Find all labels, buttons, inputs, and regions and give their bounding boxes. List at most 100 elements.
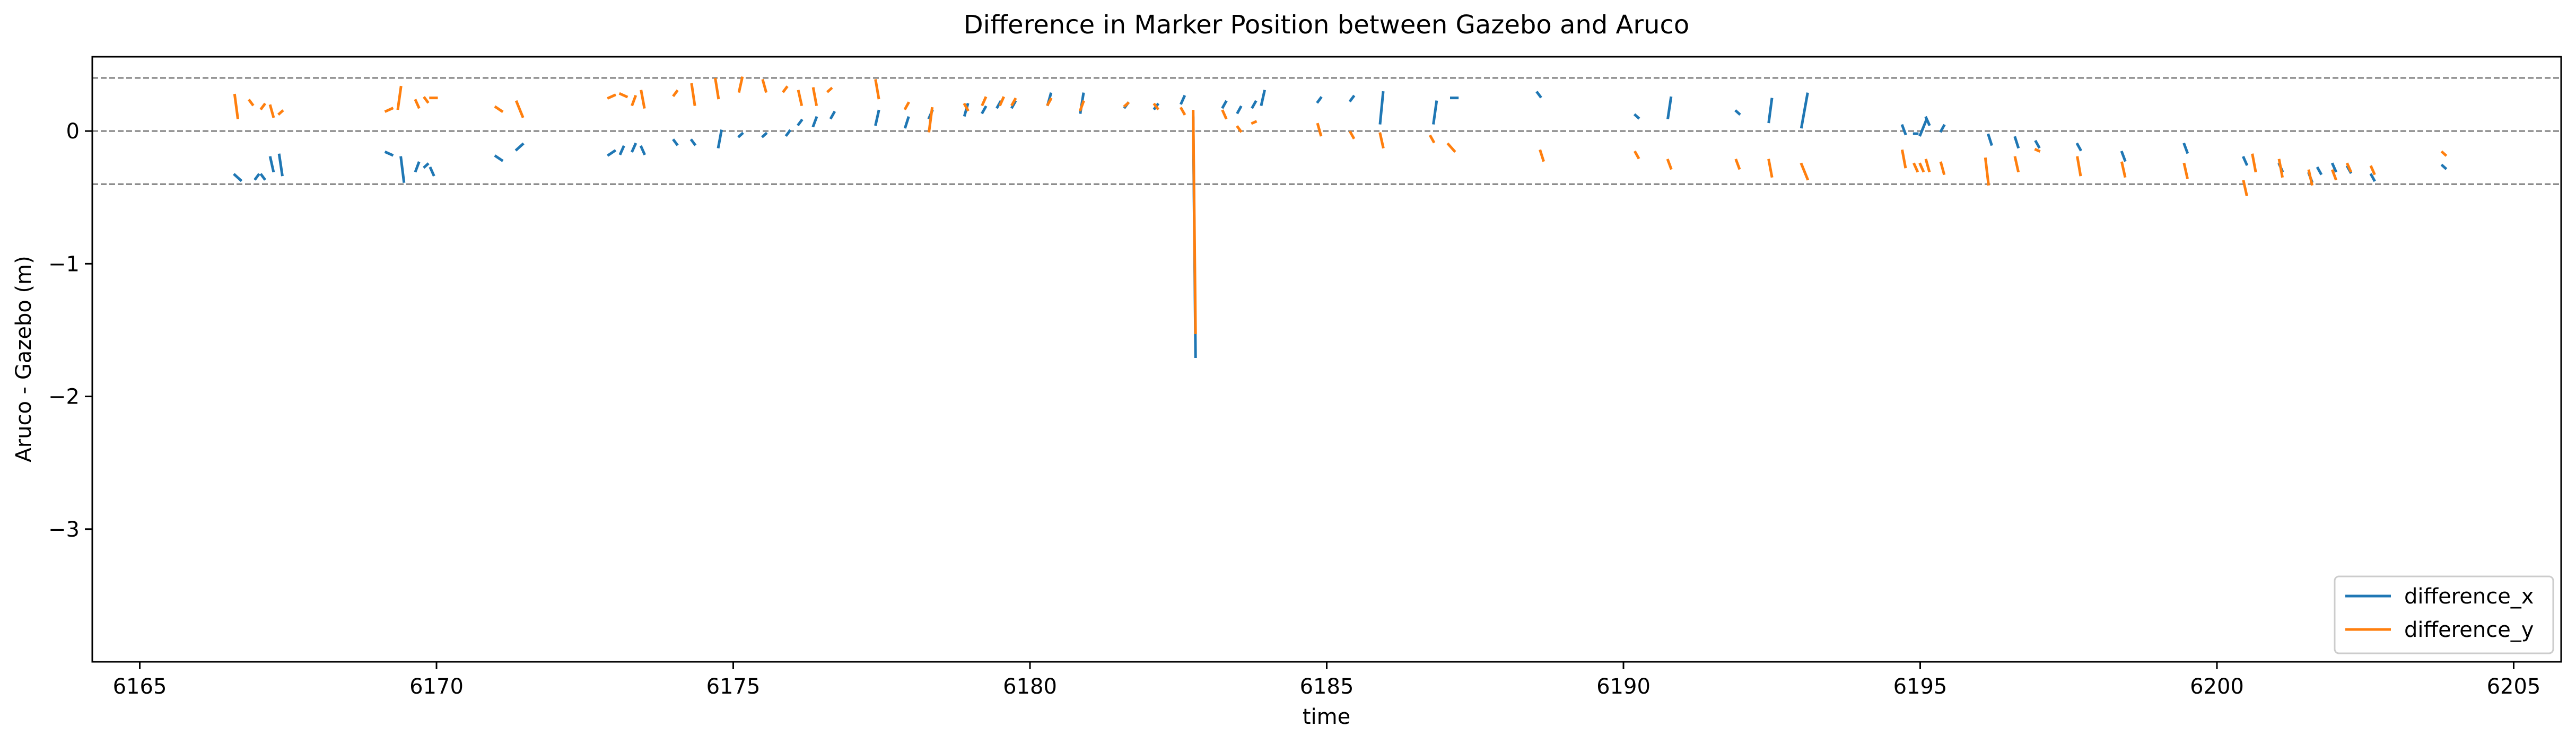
difference-x-segment-23 — [811, 116, 818, 128]
difference-x-segment-67 — [2316, 166, 2323, 176]
x-tick-label-6185: 6185 — [1300, 675, 1354, 699]
difference-x-segment-71 — [2440, 163, 2448, 170]
difference-y-segment-69 — [2369, 165, 2376, 176]
difference-y-segment-30 — [998, 96, 1006, 107]
difference-y-segment-52 — [1900, 149, 1907, 169]
reference-lines — [92, 77, 2561, 185]
difference-y-segment-7 — [414, 99, 421, 109]
difference-x-segment-52 — [1800, 92, 1809, 129]
x-tick-label-6195: 6195 — [1893, 675, 1948, 699]
difference-x-segment-10 — [494, 154, 504, 162]
difference-y-segment-41 — [1316, 122, 1323, 137]
difference-x-segment-14 — [631, 142, 638, 153]
difference-y-segment-31 — [1010, 97, 1017, 107]
difference-x-segment-38 — [1221, 100, 1228, 109]
series-layer — [233, 76, 2448, 358]
difference-y-segment-27 — [927, 107, 934, 133]
difference-x-segment-22 — [797, 118, 804, 127]
difference-y-segment-39 — [1236, 125, 1243, 133]
difference-x-segment-50 — [1734, 109, 1741, 116]
difference-x-segment-25 — [874, 109, 880, 126]
difference-x-segment-53 — [1900, 124, 1907, 136]
y-tick-label-3: −3 — [48, 518, 80, 542]
difference-y-segment-12 — [607, 93, 617, 100]
difference-x-segment-70 — [2369, 173, 2376, 182]
difference-y-segment-29 — [981, 96, 988, 107]
x-tick-label-6170: 6170 — [409, 675, 464, 699]
difference-y-segment-22 — [797, 90, 804, 107]
difference-x-segment-64 — [2241, 155, 2249, 167]
difference-x-segment-61 — [2075, 142, 2082, 152]
difference-y-segment-40 — [1251, 120, 1258, 125]
difference-y-segment-42 — [1348, 130, 1356, 140]
y-axis-label: Aruco - Gazebo (m) — [12, 256, 36, 462]
difference-y-segment-54 — [1918, 162, 1925, 173]
difference-y-segment-44 — [1428, 134, 1436, 144]
y-axis-ticks: 0 −1 −2 −3 — [48, 119, 92, 542]
difference-y-segment-34 — [1123, 101, 1130, 108]
difference-y-segment-61 — [2120, 161, 2127, 178]
difference-y-segment-51 — [1800, 162, 1810, 181]
difference-y-segment-25 — [874, 79, 880, 100]
difference-y-segment-38 — [1221, 109, 1228, 120]
difference-x-segment-9 — [429, 166, 435, 177]
difference-x-segment-26 — [903, 116, 910, 129]
difference-y-segment-65 — [2277, 159, 2284, 178]
difference-x-segment-8 — [423, 162, 430, 169]
y-tick-label-0: 0 — [66, 119, 80, 144]
difference-y-segment-2 — [259, 102, 266, 111]
difference-x-segment-58 — [1987, 133, 1993, 146]
difference-x-segment-57 — [1939, 124, 1946, 133]
difference-x-segment-55 — [1918, 118, 1928, 137]
x-tick-label-6165: 6165 — [113, 675, 167, 699]
difference-x-segment-62 — [2120, 150, 2127, 162]
difference-y-segment-19 — [737, 76, 744, 93]
difference-y-segment-49 — [1734, 158, 1741, 170]
difference-y-segment-32 — [1046, 97, 1053, 107]
difference-x-segment-1 — [254, 173, 260, 181]
difference-x-segment-63 — [2182, 142, 2189, 154]
x-axis-label: time — [1303, 705, 1350, 729]
difference-y-segment-64 — [2251, 153, 2257, 173]
legend-label-difference-x: difference_x — [2404, 584, 2534, 609]
difference-y-segment-56 — [1939, 161, 1946, 176]
difference-x-segment-29 — [981, 105, 988, 115]
difference-y-segment-57 — [1984, 157, 1990, 186]
difference-x-segment-12 — [607, 149, 617, 157]
x-tick-label-6180: 6180 — [1003, 675, 1057, 699]
difference-y-segment-55 — [1924, 159, 1931, 173]
difference-x-segment-41 — [1260, 90, 1266, 107]
difference-y-segment-6 — [396, 85, 403, 110]
difference-x-segment-48 — [1633, 113, 1640, 120]
difference-x-segment-4 — [277, 153, 284, 177]
difference-y-segment-17 — [690, 83, 696, 106]
legend: difference_x difference_y — [2334, 575, 2554, 654]
difference-y-segment-35 — [1152, 102, 1160, 111]
difference-y-segment-53 — [1912, 162, 1919, 173]
difference-y-segment-67 — [2330, 169, 2338, 181]
difference-x-segment-18 — [717, 129, 723, 149]
difference-x-segment-20 — [761, 132, 768, 138]
difference-y-segment-13 — [618, 92, 628, 99]
difference-x-segment-5 — [384, 150, 394, 157]
difference-y-segment-23 — [811, 87, 818, 107]
x-tick-label-6200: 6200 — [2190, 675, 2244, 699]
difference-y-segment-20 — [761, 78, 768, 93]
x-tick-label-6190: 6190 — [1596, 675, 1651, 699]
difference-y-segment-10 — [494, 105, 504, 113]
difference-y-segment-50 — [1767, 159, 1774, 178]
difference-x-segment-40 — [1251, 100, 1258, 109]
difference-x-segment-0 — [233, 173, 243, 182]
difference-y-segment-33 — [1078, 100, 1085, 112]
difference-y-segment-14 — [631, 94, 638, 107]
x-tick-label-6205: 6205 — [2487, 675, 2541, 699]
difference-x-segment-68 — [2330, 162, 2338, 173]
difference-y-segment-5 — [384, 107, 394, 113]
difference-y-segment-24 — [826, 86, 833, 93]
difference-x-segment-24 — [829, 110, 836, 120]
difference-y-segment-16 — [672, 89, 679, 98]
difference-y-segment-62 — [2182, 162, 2189, 179]
difference-y-segment-1 — [248, 99, 255, 107]
